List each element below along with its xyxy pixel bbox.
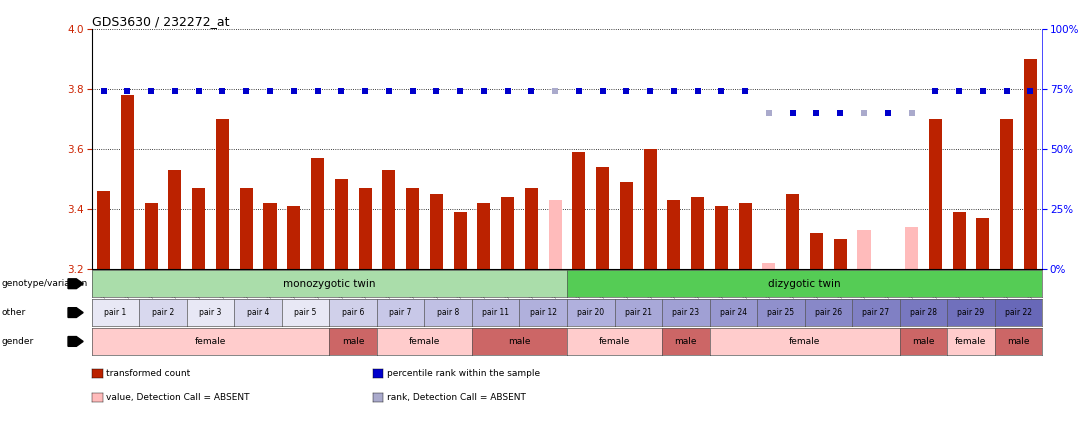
Bar — [145, 203, 158, 269]
Bar — [715, 206, 728, 269]
Bar — [572, 152, 585, 269]
Text: pair 7: pair 7 — [390, 308, 411, 317]
Text: monozygotic twin: monozygotic twin — [283, 279, 376, 289]
Bar — [976, 218, 989, 269]
Text: GDS3630 / 232272_at: GDS3630 / 232272_at — [92, 15, 229, 28]
Bar — [929, 119, 942, 269]
Bar — [786, 194, 799, 269]
Bar — [406, 188, 419, 269]
Bar — [382, 170, 395, 269]
Text: female: female — [408, 337, 441, 346]
Bar — [168, 170, 181, 269]
Bar — [192, 188, 205, 269]
Bar — [549, 200, 562, 269]
Bar — [311, 158, 324, 269]
Text: pair 29: pair 29 — [957, 308, 985, 317]
Text: pair 26: pair 26 — [814, 308, 842, 317]
Text: pair 6: pair 6 — [342, 308, 364, 317]
Text: pair 11: pair 11 — [483, 308, 510, 317]
Bar — [644, 149, 657, 269]
Bar — [121, 95, 134, 269]
Text: dizygotic twin: dizygotic twin — [768, 279, 841, 289]
Text: pair 21: pair 21 — [624, 308, 652, 317]
Bar — [240, 188, 253, 269]
Text: pair 2: pair 2 — [152, 308, 174, 317]
Bar — [477, 203, 490, 269]
Text: pair 27: pair 27 — [862, 308, 890, 317]
Bar — [430, 194, 443, 269]
Text: pair 28: pair 28 — [909, 308, 937, 317]
Bar — [359, 188, 372, 269]
Text: pair 4: pair 4 — [247, 308, 269, 317]
Text: pair 24: pair 24 — [719, 308, 747, 317]
Text: other: other — [1, 308, 25, 317]
Text: female: female — [194, 337, 227, 346]
Bar — [335, 179, 348, 269]
Text: male: male — [1008, 337, 1029, 346]
Text: pair 22: pair 22 — [1005, 308, 1032, 317]
Bar — [287, 206, 300, 269]
Text: pair 3: pair 3 — [200, 308, 221, 317]
Text: pair 23: pair 23 — [672, 308, 700, 317]
Bar — [834, 239, 847, 269]
Bar — [525, 188, 538, 269]
Bar — [620, 182, 633, 269]
Text: female: female — [598, 337, 631, 346]
Text: percentile rank within the sample: percentile rank within the sample — [387, 369, 540, 378]
Bar — [810, 233, 823, 269]
Bar — [691, 197, 704, 269]
Bar — [596, 167, 609, 269]
Text: male: male — [342, 337, 364, 346]
Text: rank, Detection Call = ABSENT: rank, Detection Call = ABSENT — [387, 393, 526, 402]
Text: female: female — [955, 337, 987, 346]
Text: genotype/variation: genotype/variation — [1, 279, 87, 288]
Text: male: male — [675, 337, 697, 346]
Text: female: female — [788, 337, 821, 346]
Text: male: male — [913, 337, 934, 346]
Bar — [454, 212, 467, 269]
Text: pair 12: pair 12 — [530, 308, 557, 317]
Text: pair 20: pair 20 — [577, 308, 605, 317]
Text: gender: gender — [1, 337, 33, 346]
Bar — [264, 203, 276, 269]
Text: pair 1: pair 1 — [105, 308, 126, 317]
Text: pair 5: pair 5 — [295, 308, 316, 317]
Bar — [1024, 59, 1037, 269]
Bar — [858, 230, 870, 269]
Text: pair 8: pair 8 — [437, 308, 459, 317]
Text: transformed count: transformed count — [106, 369, 190, 378]
Text: value, Detection Call = ABSENT: value, Detection Call = ABSENT — [106, 393, 249, 402]
Bar — [953, 212, 966, 269]
Bar — [667, 200, 680, 269]
Bar — [762, 263, 775, 269]
Bar — [1000, 119, 1013, 269]
Text: male: male — [509, 337, 530, 346]
Bar — [905, 227, 918, 269]
Bar — [97, 191, 110, 269]
Text: pair 25: pair 25 — [767, 308, 795, 317]
Bar — [216, 119, 229, 269]
Bar — [501, 197, 514, 269]
Bar — [739, 203, 752, 269]
